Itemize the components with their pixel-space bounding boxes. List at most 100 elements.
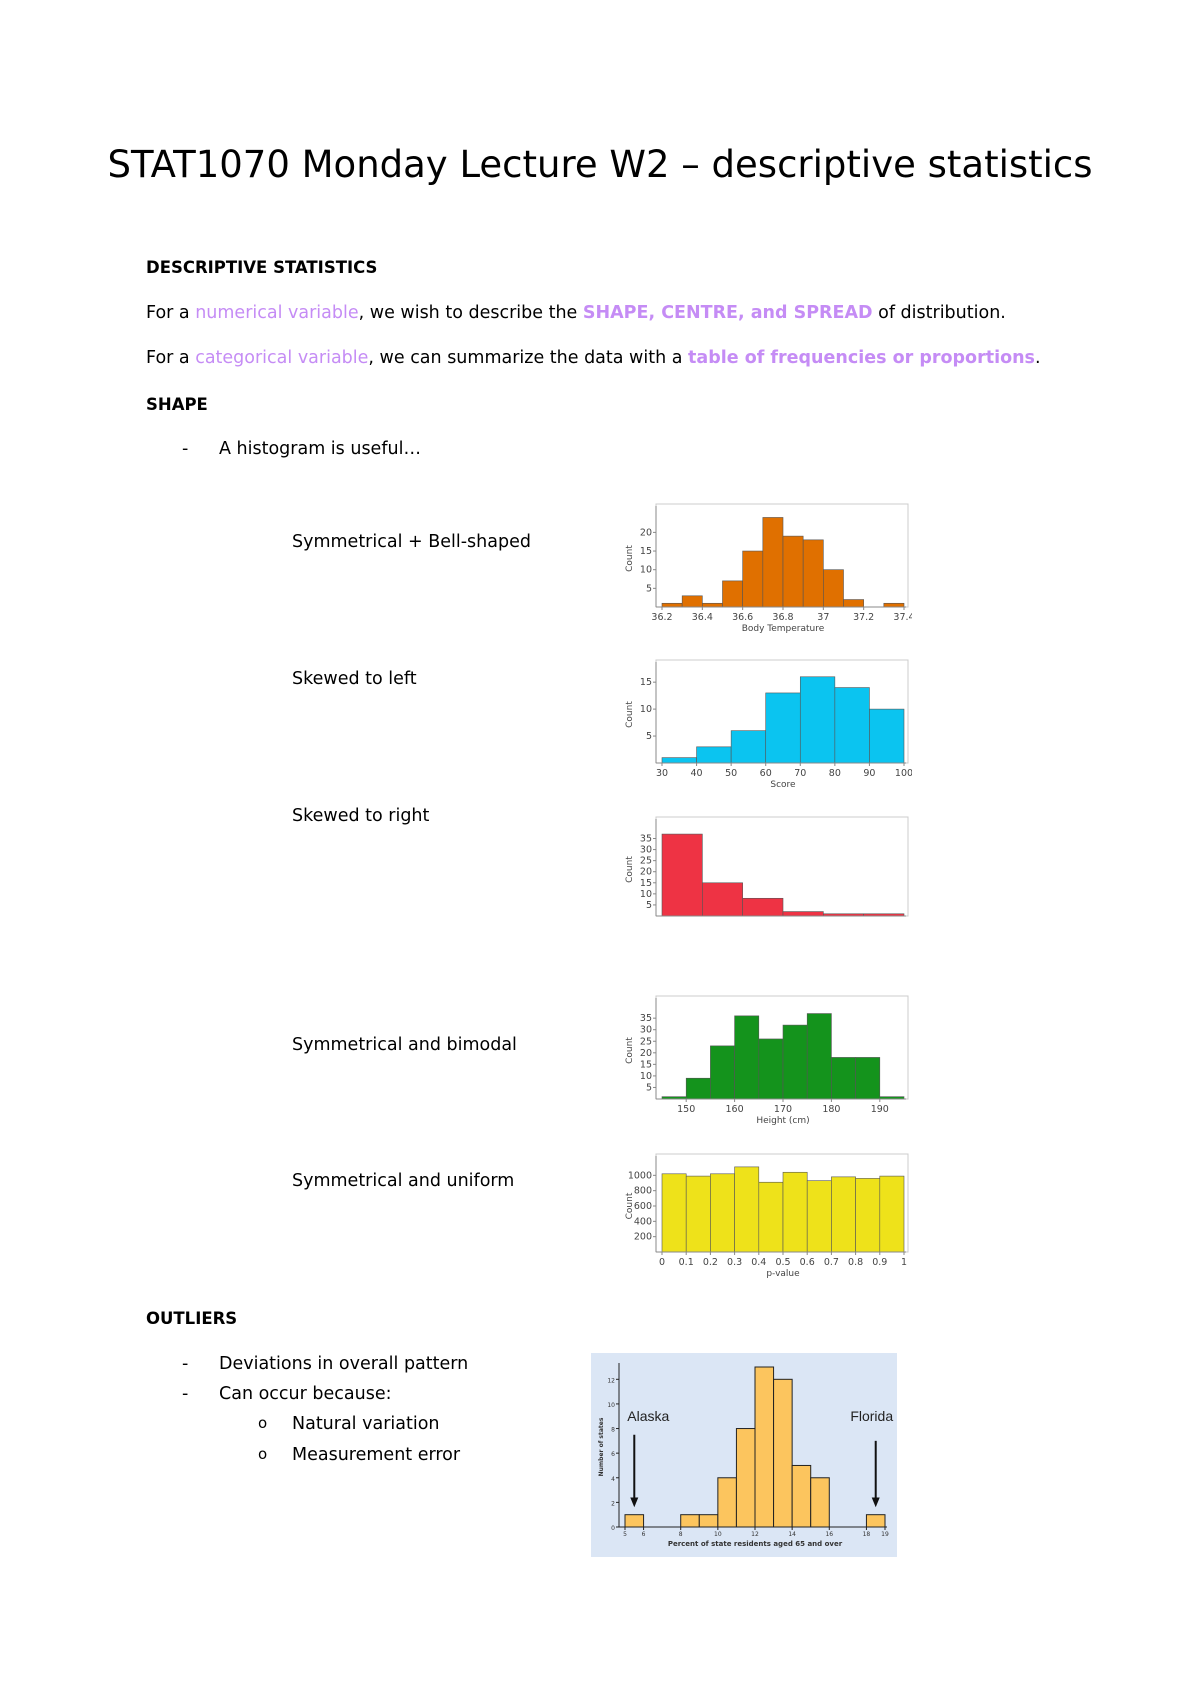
x-tick-label: 6 [642, 1531, 646, 1538]
x-tick-label: 0 [659, 1257, 665, 1268]
x-tick-label: 0.2 [703, 1257, 718, 1268]
x-tick-label: 10 [714, 1531, 722, 1538]
highlight-table-of-frequencies: table of frequencies or proportions [688, 348, 1035, 368]
histogram-bar [806, 1180, 832, 1253]
categorical-variable-sentence: For a categorical variable, we can summa… [146, 348, 1041, 368]
histogram-bar [855, 1057, 881, 1100]
x-tick-label: 40 [691, 768, 703, 779]
y-tick-label: 20 [640, 867, 652, 878]
x-tick-label: 37.2 [853, 612, 874, 623]
histogram-bar [730, 730, 767, 764]
x-tick-label: 0.7 [824, 1257, 839, 1268]
histogram-bar [710, 1045, 735, 1100]
bullet-dash: - [182, 1354, 189, 1374]
label-skewed-right: Skewed to right [292, 806, 430, 826]
text: For a [146, 348, 196, 368]
y-axis-label: Number of states [598, 1417, 605, 1476]
histogram-outliers: 0 2 4 6 8 10 12 5 6 8 10 12 14 16 18 19 Percent of state… [591, 1353, 897, 1557]
text: For a [146, 303, 196, 323]
histogram-bar [661, 1173, 687, 1253]
histogram-bar [843, 599, 864, 608]
y-tick-label: 30 [640, 1025, 652, 1036]
y-tick-label: 10 [640, 1071, 652, 1082]
histogram-bar [661, 602, 683, 608]
outlier-bullet-1: Deviations in overall pattern [219, 1354, 469, 1374]
x-tick-label: 180 [822, 1104, 840, 1115]
text: , we wish to describe the [358, 303, 583, 323]
x-tick-label: 150 [677, 1104, 695, 1115]
histogram-bar [681, 595, 703, 608]
arrowhead-icon [630, 1497, 639, 1508]
histogram-bar [624, 1514, 645, 1528]
y-tick-label: 5 [646, 583, 652, 594]
x-tick-label: 160 [726, 1104, 744, 1115]
y-tick-label: 30 [640, 845, 652, 856]
y-tick-label: 5 [646, 1082, 652, 1093]
histogram-skewed-right: 5 10 15 20 25 30 35 Count [622, 813, 912, 928]
x-axis-label: Height (cm) [756, 1116, 809, 1126]
arrowhead-icon [871, 1497, 880, 1508]
page-title: STAT1070 Monday Lecture W2 – descriptive… [107, 143, 1093, 186]
histogram-bell-shaped: 5 10 15 20 36.2 36.4 36.6 36.8 37 37.2 37.4 Body Te… [622, 500, 912, 645]
x-tick-label: 190 [871, 1104, 889, 1115]
x-tick-label: 36.8 [772, 612, 793, 623]
histogram-bar [734, 1166, 760, 1253]
y-tick-label: 20 [640, 527, 652, 538]
y-axis-label: Count [625, 545, 635, 572]
histogram-bar [702, 882, 743, 917]
y-tick-label: 25 [640, 1036, 652, 1047]
highlight-numerical-variable: numerical variable [195, 303, 359, 323]
y-tick-label: 10 [640, 889, 652, 900]
histogram-bimodal: 5 10 15 20 25 30 35 150 160 170 180 190 Height (cm) C… [622, 992, 912, 1137]
y-tick-label: 35 [640, 1013, 652, 1024]
heading-outliers: OUTLIERS [146, 1309, 238, 1328]
x-tick-label: 18 [863, 1531, 871, 1538]
text: , we can summarize the data with a [368, 348, 689, 368]
x-axis-label: p-value [766, 1269, 800, 1279]
histogram-bar [791, 1464, 812, 1528]
histogram-bar [680, 1514, 700, 1528]
y-tick-label: 5 [646, 731, 652, 742]
chart-svg: 5 10 15 30 40 50 60 70 80 90 100 Score Count [625, 659, 912, 790]
y-tick-label: 8 [611, 1427, 615, 1434]
histogram-bar [823, 569, 844, 608]
label-skewed-left: Skewed to left [292, 669, 417, 689]
x-tick-label: 0.5 [775, 1257, 790, 1268]
x-tick-label: 1 [901, 1257, 907, 1268]
histogram-bar [661, 757, 697, 764]
y-axis-label: Count [625, 1037, 635, 1064]
shape-bullet-text: A histogram is useful… [219, 439, 421, 459]
histogram-bar [754, 1366, 775, 1528]
y-tick-label: 15 [640, 677, 652, 688]
histogram-bar [758, 1181, 784, 1253]
x-tick-label: 0.3 [727, 1257, 742, 1268]
chart-svg: 5 10 15 20 36.2 36.4 36.6 36.8 37 37.2 37.4 Body Te… [625, 503, 912, 634]
x-tick-label: 70 [794, 768, 806, 779]
y-tick-label: 2 [611, 1500, 615, 1507]
x-tick-label: 14 [788, 1531, 796, 1538]
highlight-shape-centre-spread: SHAPE, CENTRE, and SPREAD [582, 303, 873, 323]
histogram-bar [698, 1514, 719, 1528]
sub-bullet-marker: o [258, 1414, 268, 1432]
histogram-uniform: 200 400 600 800 1000 0 0.1 0.2 0.3 0.4 0.5 0.6 0.7 0.… [622, 1150, 912, 1290]
histogram-bar [782, 535, 804, 608]
x-tick-label: 37.4 [893, 612, 912, 623]
histogram-bar [758, 1038, 784, 1100]
y-tick-label: 1000 [628, 1170, 652, 1181]
x-axis-label: Body Temperature [742, 624, 825, 634]
histogram-bar [883, 602, 905, 608]
text: of distribution. [872, 303, 1006, 323]
histogram-bar [782, 1171, 808, 1253]
histogram-bar [831, 1176, 856, 1253]
histogram-bar [685, 1077, 711, 1100]
y-tick-label: 15 [640, 546, 652, 557]
y-tick-label: 4 [611, 1476, 615, 1483]
histogram-bar [710, 1173, 735, 1253]
histogram-skewed-left: 5 10 15 30 40 50 60 70 80 90 100 Score Count [622, 656, 912, 801]
y-tick-label: 15 [640, 1059, 652, 1070]
annotation-label: Florida [850, 1408, 893, 1424]
histogram-bar [869, 708, 905, 764]
outlier-subbullet-1: Natural variation [292, 1414, 440, 1434]
label-bell-shaped: Symmetrical + Bell-shaped [292, 532, 531, 552]
